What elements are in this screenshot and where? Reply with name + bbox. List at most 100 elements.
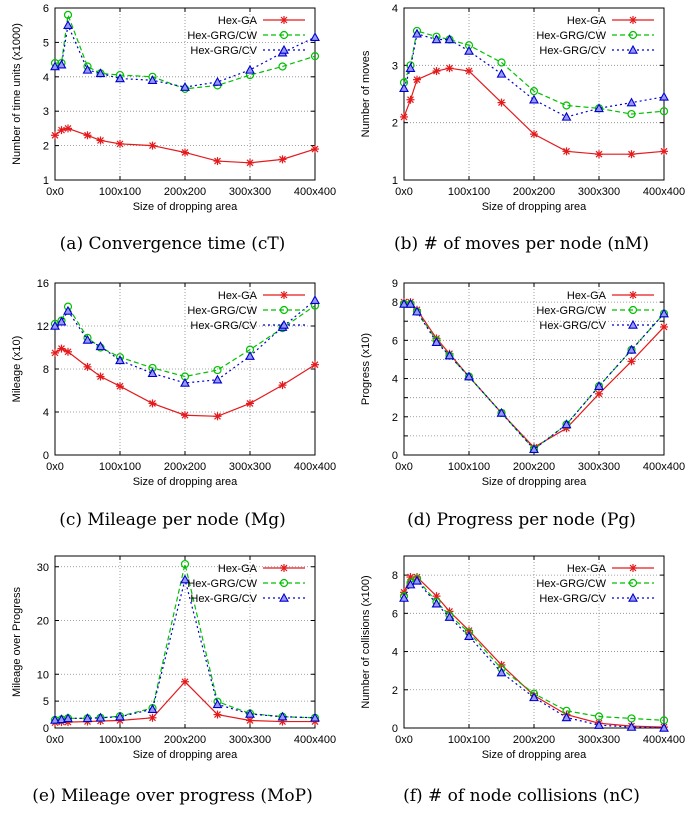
data-point [399, 83, 409, 93]
legend: Hex-GA Hex-GRG/CW Hex-GRG/CV [536, 563, 654, 605]
data-point [595, 150, 603, 159]
data-point [181, 411, 189, 420]
data-point [180, 81, 190, 91]
legend-marker [628, 305, 638, 315]
x-tick-label: 0x0 [395, 186, 413, 198]
x-tick-label: 400x400 [294, 186, 336, 198]
legend-marker [279, 305, 289, 315]
y-tick-label: 8 [392, 570, 398, 582]
legend-marker [280, 16, 288, 24]
data-point [445, 64, 454, 73]
x-tick-label: 200x200 [513, 734, 555, 746]
data-point [246, 716, 254, 725]
series-line [404, 301, 665, 449]
y-tick-label: 2 [392, 118, 398, 130]
data-point [412, 306, 422, 316]
data-point [562, 147, 571, 156]
legend-label: Hex-GRG/CV [190, 593, 257, 605]
legend: Hex-GA Hex-GRG/CW Hex-GRG/CV [187, 563, 305, 605]
y-tick-label: 4 [392, 3, 398, 15]
data-point [594, 720, 604, 729]
y-tick-label: 4 [43, 407, 49, 419]
y-tick-label: 3 [43, 106, 49, 118]
y-tick-label: 5 [43, 696, 49, 708]
data-point [561, 111, 572, 121]
x-axis-label: Size of dropping area [133, 476, 238, 488]
legend: Hex-GA Hex-GRG/CW Hex-GRG/CV [187, 290, 305, 332]
data-point [444, 350, 455, 360]
x-tick-label: 100x100 [448, 461, 490, 473]
y-tick-label: 2 [392, 412, 398, 424]
data-point [63, 713, 73, 723]
data-point [213, 157, 222, 166]
data-point [529, 94, 539, 104]
data-point [181, 677, 189, 686]
data-point [277, 711, 288, 721]
data-point [51, 131, 59, 140]
data-point [659, 91, 669, 101]
data-point [50, 714, 60, 724]
y-tick-label: 1 [392, 175, 398, 187]
x-tick-label: 300x300 [229, 461, 271, 473]
series-hex-grg-cv [50, 20, 320, 91]
series-hex-grg-cv [50, 574, 320, 724]
data-point [96, 136, 105, 145]
x-tick-label: 0x0 [46, 186, 64, 198]
legend-label: Hex-GA [218, 15, 258, 27]
x-tick-label: 0x0 [395, 734, 413, 746]
data-point [278, 62, 287, 71]
legend-marker [628, 592, 638, 602]
data-point [180, 377, 190, 387]
x-tick-label: 400x400 [643, 461, 685, 473]
data-point [561, 419, 572, 429]
legend-label: Hex-GRG/CW [187, 578, 257, 590]
data-point [57, 126, 66, 135]
x-axis-label: Size of dropping area [482, 749, 587, 761]
series-hex-grg-cv [399, 28, 669, 121]
chart-caption: (f) # of node collisions (nC) [403, 786, 640, 806]
data-point [311, 360, 319, 369]
legend-label: Hex-GRG/CW [187, 30, 257, 42]
data-point [83, 131, 92, 140]
series-line [54, 299, 316, 384]
data-point [399, 298, 409, 308]
data-point [212, 76, 223, 86]
x-tick-label: 400x400 [294, 461, 336, 473]
data-point [529, 444, 539, 454]
data-point [57, 344, 66, 353]
legend-marker [279, 44, 289, 54]
data-point [310, 32, 320, 41]
legend: Hex-GA Hex-GRG/CW Hex-GRG/CV [187, 15, 305, 57]
chart-svg-5: 0x0 100x100 200x200 300x300 400x400 0 5 10 20 30 S… [11, 555, 336, 761]
legend-marker [628, 578, 638, 588]
data-point [64, 347, 72, 356]
data-point [212, 374, 223, 384]
x-tick-label: 300x300 [229, 734, 271, 746]
data-point [464, 631, 474, 641]
legend-marker [629, 291, 637, 299]
legend-label: Hex-GA [567, 290, 607, 302]
chart-panel-3: 0x0 100x100 200x200 300x300 400x400 0 4 8 12 16 Si… [0, 275, 345, 500]
x-tick-label: 0x0 [395, 461, 413, 473]
grid [55, 283, 315, 455]
data-point [660, 322, 668, 331]
data-point [496, 667, 507, 677]
x-tick-label: 100x100 [99, 186, 141, 198]
legend-marker [279, 30, 289, 40]
y-tick-label: 8 [392, 297, 398, 309]
chart-svg-3: 0x0 100x100 200x200 300x300 400x400 0 4 8 12 16 Si… [11, 278, 336, 488]
data-point [148, 713, 157, 722]
data-point [56, 316, 67, 326]
x-tick-label: 400x400 [294, 734, 336, 746]
data-point [82, 64, 93, 74]
data-point [659, 107, 669, 116]
legend-label: Hex-GRG/CV [539, 320, 606, 332]
data-point [627, 109, 636, 119]
y-tick-label: 6 [392, 335, 398, 347]
data-point [496, 68, 507, 78]
chart-svg-4: 0x0 100x100 200x200 300x300 400x400 0 2 4 6 8 9 Siz… [360, 278, 685, 488]
data-point [464, 45, 474, 55]
legend-label: Hex-GRG/CV [539, 593, 606, 605]
data-point [180, 559, 190, 569]
data-point [627, 150, 636, 159]
